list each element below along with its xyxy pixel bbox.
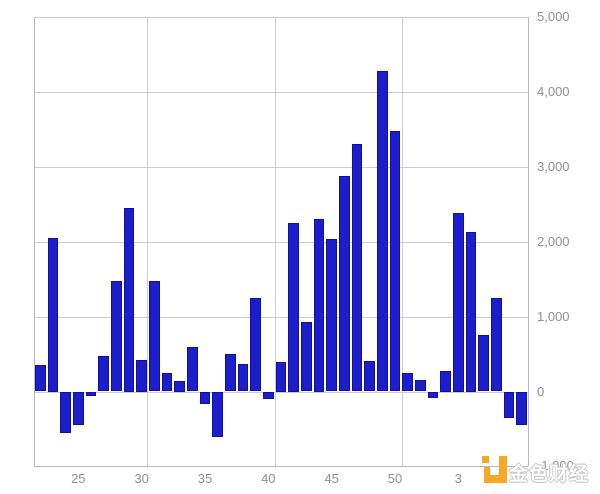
x-tick-label-50: 50 [387,471,403,486]
x-gridline-0 [147,17,148,466]
y-gridline-0 [34,392,528,393]
x-tick-label-3: 3 [454,471,462,486]
bar-week-28[interactable] [111,281,122,392]
bar-week-6[interactable] [491,297,502,392]
bar-week-32[interactable] [161,372,173,392]
bar-week-46[interactable] [339,175,350,392]
x-tick-label-35: 35 [197,471,213,486]
y-gridline-5000 [34,17,528,18]
bar-week-7[interactable] [503,391,515,418]
bar-week-45[interactable] [326,238,337,392]
bar-week-50[interactable] [389,130,401,392]
bar-week-48[interactable] [364,360,375,392]
y-tick-label-2000: 2,000 [537,234,570,249]
bar-week-43[interactable] [301,321,312,392]
bar-week-5[interactable] [478,335,489,392]
x-tick-label-25: 25 [71,471,86,486]
bar-week-31[interactable] [149,280,160,392]
y-gridline-3000 [34,167,528,168]
bar-week-39[interactable] [250,297,261,392]
y-tick-label-5000: 5,000 [537,9,570,24]
bar-week-52[interactable] [415,380,426,392]
x-gridline-2 [402,17,403,466]
bar-week-24[interactable] [60,391,71,433]
x-tick-label-30: 30 [134,471,149,486]
bar-week-49[interactable] [377,70,388,392]
x-gridline-1 [275,17,276,466]
bar-week-44[interactable] [313,218,325,392]
bar-week-4[interactable] [465,232,477,392]
y-tick-label--1000: -1,000 [537,458,574,473]
bar-week-23[interactable] [47,238,59,392]
plot-left-border [34,17,35,466]
x-tick-label-40: 40 [261,471,276,486]
y-gridline--1000 [34,466,528,467]
bar-week-29[interactable] [123,208,135,392]
bar-week-33[interactable] [174,381,185,392]
bar-week-37[interactable] [225,354,236,392]
y-tick-label-0: 0 [537,384,545,399]
bar-week-35[interactable] [199,391,211,404]
y-gridline-2000 [34,242,528,243]
bar-week-40[interactable] [263,391,274,399]
bar-week-42[interactable] [288,223,299,392]
y-tick-label-1000: 1,000 [537,309,570,324]
bar-week-2[interactable] [440,370,451,392]
plot-right-border [528,17,529,466]
bar-week-22[interactable] [35,365,46,392]
bar-week-47[interactable] [351,144,363,392]
y-tick-label-4000: 4,000 [537,84,570,99]
bar-week-30[interactable] [136,360,147,392]
bar-week-51[interactable] [402,372,413,392]
x-tick-label-45: 45 [324,471,339,486]
bar-week-27[interactable] [98,356,109,392]
y-gridline-1000 [34,317,528,318]
jinse-logo-icon [482,456,508,486]
bar-week-36[interactable] [212,391,223,438]
bar-week-3[interactable] [453,212,464,392]
bar-week-34[interactable] [187,346,198,392]
bar-week-8[interactable] [516,391,527,426]
watermark: 金色财经 [482,454,594,490]
watermark-text: 金色财经 [509,464,590,485]
bar-week-26[interactable] [85,391,97,396]
bar-week-1[interactable] [427,391,439,399]
bar-week-25[interactable] [73,391,84,425]
bar-week-38[interactable] [237,363,249,392]
y-gridline-4000 [34,92,528,93]
y-tick-label-3000: 3,000 [537,159,570,174]
bar-week-41[interactable] [275,361,287,392]
